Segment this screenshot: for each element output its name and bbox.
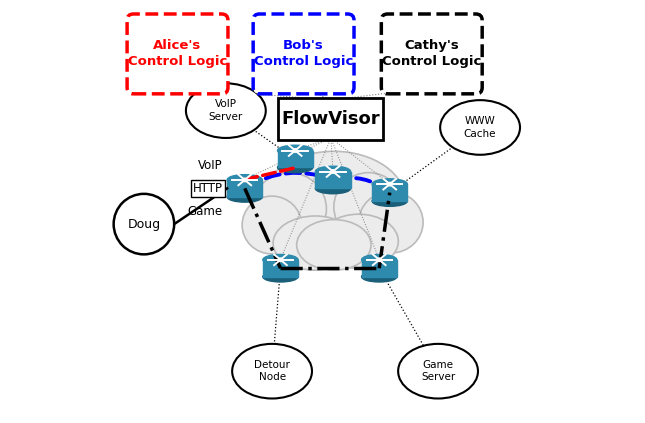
Circle shape: [279, 258, 283, 261]
Ellipse shape: [227, 175, 263, 185]
FancyBboxPatch shape: [279, 98, 383, 140]
Ellipse shape: [227, 192, 263, 202]
Circle shape: [388, 182, 392, 186]
Text: Doug: Doug: [127, 217, 161, 231]
Bar: [227, 180, 263, 197]
Bar: [277, 151, 313, 168]
Text: WWW
Cache: WWW Cache: [464, 116, 497, 139]
Ellipse shape: [273, 216, 357, 270]
Bar: [315, 171, 351, 189]
Ellipse shape: [297, 220, 371, 270]
Bar: [372, 184, 408, 201]
Ellipse shape: [242, 196, 302, 254]
Circle shape: [332, 170, 335, 173]
Ellipse shape: [232, 344, 312, 398]
Ellipse shape: [372, 196, 408, 206]
Ellipse shape: [186, 83, 266, 138]
Circle shape: [114, 194, 174, 254]
Text: Detour
Node: Detour Node: [254, 360, 290, 382]
Ellipse shape: [315, 166, 351, 177]
Ellipse shape: [372, 179, 408, 190]
Text: Game: Game: [188, 205, 223, 218]
Ellipse shape: [315, 183, 351, 194]
Ellipse shape: [262, 151, 406, 251]
Circle shape: [243, 178, 246, 182]
Ellipse shape: [362, 272, 397, 282]
Text: Cathy's
Control Logic: Cathy's Control Logic: [382, 39, 481, 69]
Ellipse shape: [277, 145, 313, 156]
Text: FlowVisor: FlowVisor: [282, 110, 380, 128]
Circle shape: [293, 149, 297, 152]
Text: VoIP
Server: VoIP Server: [209, 99, 243, 122]
Circle shape: [377, 258, 381, 261]
Ellipse shape: [362, 255, 397, 265]
FancyBboxPatch shape: [381, 14, 482, 94]
Ellipse shape: [334, 173, 403, 241]
Bar: [362, 260, 397, 277]
Ellipse shape: [277, 162, 313, 173]
Ellipse shape: [319, 214, 399, 269]
Text: Game
Server: Game Server: [421, 360, 455, 382]
Ellipse shape: [263, 272, 298, 282]
Text: HTTP: HTTP: [193, 182, 223, 195]
Text: Bob's
Control Logic: Bob's Control Logic: [254, 39, 353, 69]
Ellipse shape: [440, 100, 520, 155]
Ellipse shape: [359, 192, 423, 253]
Ellipse shape: [252, 173, 326, 245]
FancyBboxPatch shape: [127, 14, 228, 94]
Ellipse shape: [398, 344, 478, 398]
Text: Alice's
Control Logic: Alice's Control Logic: [128, 39, 227, 69]
Bar: [263, 260, 298, 277]
Text: VoIP: VoIP: [198, 159, 223, 172]
Ellipse shape: [263, 255, 298, 265]
FancyBboxPatch shape: [253, 14, 354, 94]
